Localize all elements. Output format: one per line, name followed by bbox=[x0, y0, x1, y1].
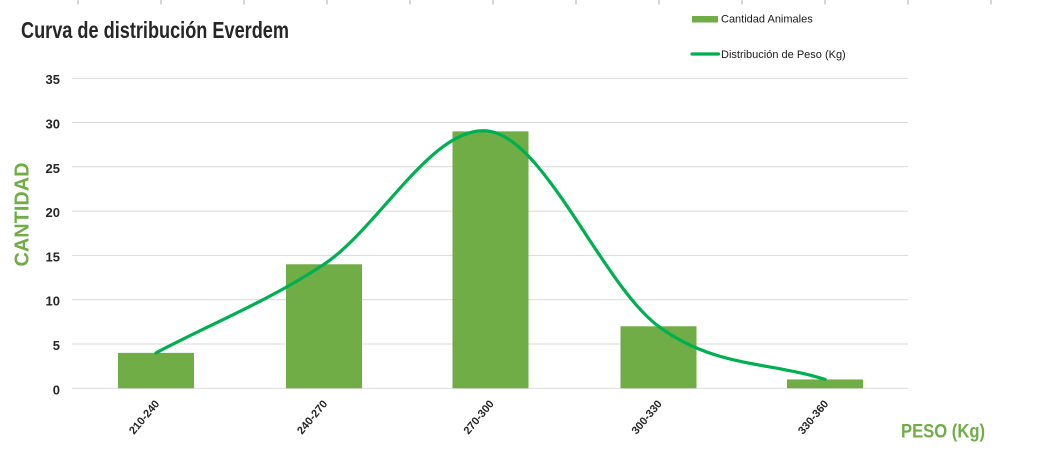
svg-text:25: 25 bbox=[46, 161, 60, 176]
svg-text:PESO (Kg): PESO (Kg) bbox=[901, 422, 985, 443]
svg-text:Cantidad Animales: Cantidad Animales bbox=[721, 13, 813, 25]
svg-text:5: 5 bbox=[53, 338, 60, 353]
svg-text:20: 20 bbox=[46, 205, 60, 220]
svg-text:Distribución de Peso (Kg): Distribución de Peso (Kg) bbox=[721, 49, 846, 61]
svg-text:CANTIDAD: CANTIDAD bbox=[12, 163, 34, 267]
svg-text:Curva de distribución Everdem: Curva de distribución Everdem bbox=[21, 17, 289, 43]
svg-text:30: 30 bbox=[46, 117, 60, 132]
svg-text:35: 35 bbox=[46, 72, 60, 87]
svg-text:15: 15 bbox=[46, 249, 60, 264]
svg-text:10: 10 bbox=[46, 294, 60, 309]
svg-text:0: 0 bbox=[53, 382, 60, 397]
